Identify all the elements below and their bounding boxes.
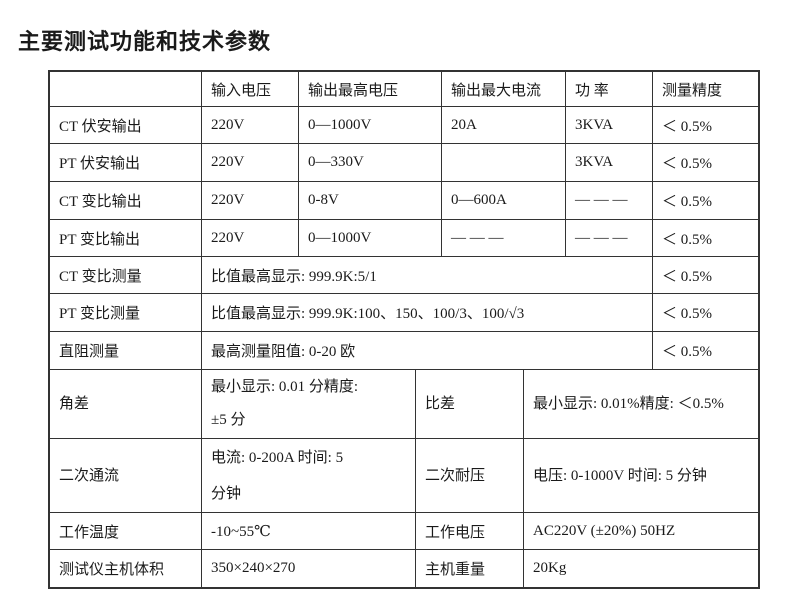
table-row-ct-ratio-output: CT 变比输出 220V 0-8V 0—600A — — — ＜ 0.5% — [50, 182, 758, 220]
pair-value1-cell: -10~55℃ — [202, 513, 416, 549]
pair-value2-cell: 20Kg — [533, 560, 567, 576]
row-label-cell: PT 变比测量 — [50, 294, 202, 331]
row-label-cell: 二次通流 — [50, 439, 202, 512]
table-row-host-dimensions: 测试仪主机体积 350×240×270 主机重量 20Kg — [50, 550, 758, 587]
max-output-voltage-cell: 0-8V — [299, 182, 442, 219]
pair-value1-cell: 电流: 0-200A 时间: 5 分钟 — [202, 439, 416, 512]
max-output-current-cell — [442, 144, 566, 181]
row-label-cell: PT 变比输出 — [50, 220, 202, 256]
accuracy-cell: ＜ 0.5% — [662, 344, 712, 360]
pair-value2-cell: 最小显示: 0.01%精度: ＜0.5% — [533, 395, 724, 412]
table-row-pt-ratio-output: PT 变比输出 220V 0—1000V — — — — — — ＜ 0.5% — [50, 220, 758, 257]
max-output-voltage-cell: 0—1000V — [299, 107, 442, 143]
table-row-pt-va-output: PT 伏安输出 220V 0—330V 3KVA ＜ 0.5% — [50, 144, 758, 182]
pair-value2-cell: AC220V (±20%) 50HZ — [533, 522, 676, 539]
table-row-ct-ratio-measure: CT 变比测量 比值最高显示: 999.9K:5/1 ＜ 0.5% — [50, 257, 758, 294]
power-cell: 3KVA — [566, 144, 653, 181]
measure-value-cell: 最高测量阻值: 0-20 欧 — [202, 332, 653, 369]
pair-label2-cell: 工作电压 — [416, 513, 524, 549]
table-row-working-temperature: 工作温度 -10~55℃ 工作电压 AC220V (±20%) 50HZ — [50, 513, 758, 550]
measure-value-cell: 比值最高显示: 999.9K:5/1 — [202, 257, 653, 293]
row-label-cell: 测试仪主机体积 — [50, 550, 202, 587]
row-label-cell: 角差 — [50, 370, 202, 438]
table-row-angle-error: 角差 最小显示: 0.01 分精度: ±5 分 比差 最小显示: 0.01%精度… — [50, 370, 758, 439]
pair-label2-cell: 比差 — [416, 370, 524, 438]
accuracy-cell: ＜ 0.5% — [662, 156, 712, 172]
table-row-ct-va-output: CT 伏安输出 220V 0—1000V 20A 3KVA ＜ 0.5% — [50, 107, 758, 144]
accuracy-cell: ＜ 0.5% — [662, 306, 712, 322]
row-label-cell: CT 伏安输出 — [50, 107, 202, 143]
max-output-current-cell: 20A — [442, 107, 566, 143]
pair-label2-cell: 二次耐压 — [416, 439, 524, 512]
pair-value2-cell: 电压: 0-1000V 时间: 5 分钟 — [533, 467, 707, 484]
table-header-row: 输入电压 输出最高电压 输出最大电流 功 率 测量精度 — [50, 72, 758, 107]
header-cell-power: 功 率 — [566, 72, 653, 106]
row-label-cell: CT 变比测量 — [50, 257, 202, 293]
max-output-current-cell: — — — — [442, 220, 566, 256]
power-cell: 3KVA — [566, 107, 653, 143]
page-title: 主要测试功能和技术参数 — [18, 29, 272, 54]
pair-value1-cell: 最小显示: 0.01 分精度: ±5 分 — [202, 370, 416, 438]
power-cell: — — — — [566, 182, 653, 219]
table-row-secondary-current: 二次通流 电流: 0-200A 时间: 5 分钟 二次耐压 电压: 0-1000… — [50, 439, 758, 513]
row-label-cell: 工作温度 — [50, 513, 202, 549]
input-voltage-cell: 220V — [202, 107, 299, 143]
tech-params-table: 输入电压 输出最高电压 输出最大电流 功 率 测量精度 CT 伏安输出 220V… — [48, 70, 760, 589]
header-cell-max-output-voltage: 输出最高电压 — [299, 72, 442, 106]
header-cell-accuracy: 测量精度 — [662, 82, 723, 99]
max-output-voltage-cell: 0—1000V — [299, 220, 442, 256]
max-output-current-cell: 0—600A — [442, 182, 566, 219]
max-output-voltage-cell: 0—330V — [299, 144, 442, 181]
row-label-cell: PT 伏安输出 — [50, 144, 202, 181]
accuracy-cell: ＜ 0.5% — [662, 194, 712, 210]
row-label-cell: CT 变比输出 — [50, 182, 202, 219]
table-row-pt-ratio-measure: PT 变比测量 比值最高显示: 999.9K:100、150、100/3、100… — [50, 294, 758, 332]
accuracy-cell: ＜ 0.5% — [662, 231, 712, 248]
input-voltage-cell: 220V — [202, 144, 299, 181]
accuracy-cell: ＜ 0.5% — [662, 118, 712, 135]
header-cell-blank — [50, 72, 202, 106]
power-cell: — — — — [566, 220, 653, 256]
header-cell-input-voltage: 输入电压 — [202, 72, 299, 106]
input-voltage-cell: 220V — [202, 182, 299, 219]
measure-value-cell: 比值最高显示: 999.9K:100、150、100/3、100/√3 — [202, 294, 653, 331]
row-label-cell: 直阻测量 — [50, 332, 202, 369]
accuracy-cell: ＜ 0.5% — [662, 268, 712, 285]
pair-value1-cell: 350×240×270 — [202, 550, 416, 587]
header-cell-max-output-current: 输出最大电流 — [442, 72, 566, 106]
input-voltage-cell: 220V — [202, 220, 299, 256]
pair-label2-cell: 主机重量 — [416, 550, 524, 587]
table-row-dc-resistance-measure: 直阻测量 最高测量阻值: 0-20 欧 ＜ 0.5% — [50, 332, 758, 370]
